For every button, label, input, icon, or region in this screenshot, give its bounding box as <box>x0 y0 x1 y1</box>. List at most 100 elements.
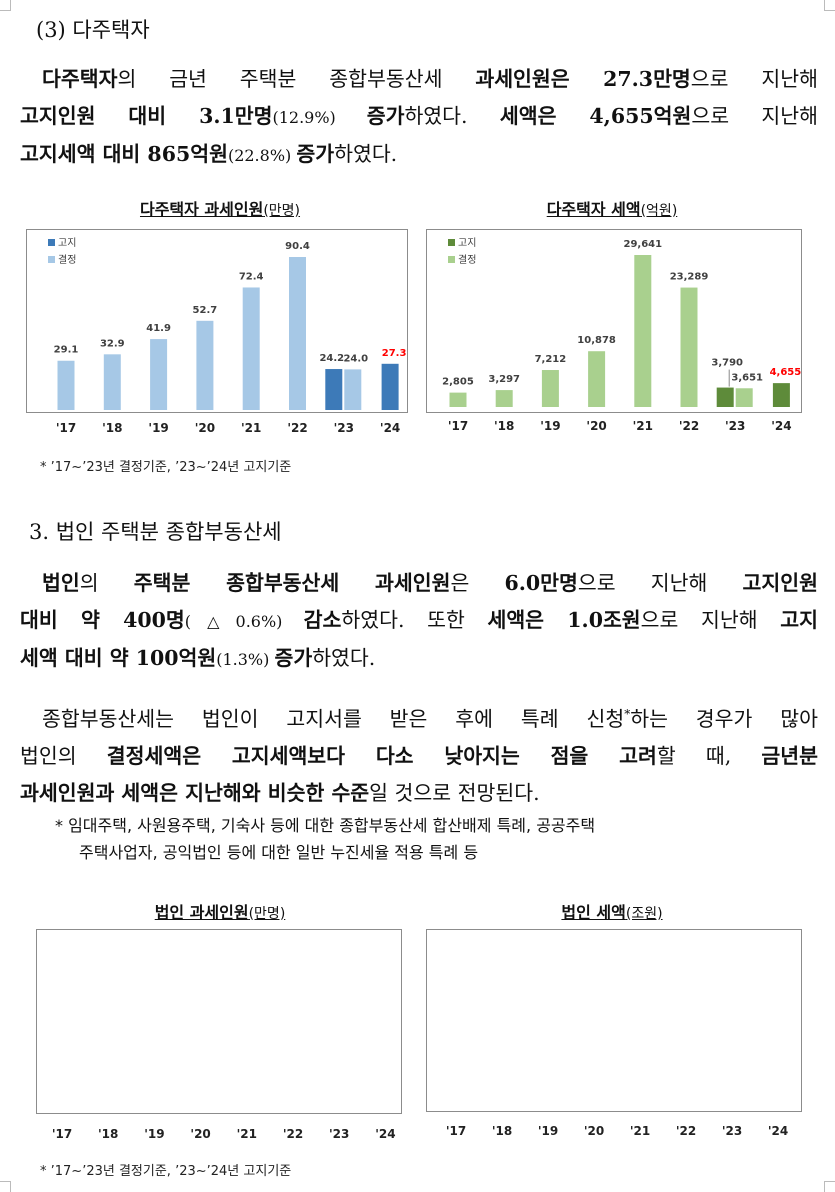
x-tick-label: '17 <box>56 421 76 435</box>
x-tick-label: '19 <box>144 1127 164 1141</box>
legend-label: 결정 <box>58 254 76 266</box>
paragraph: 종합부동산세는 법인이 고지서를 받은 후에 특례 신청*하는 경우가 많아 법… <box>20 696 818 812</box>
legend-label: 고지 <box>458 237 476 249</box>
x-tick-label: '21 <box>241 421 261 435</box>
legend-swatch-decided <box>448 256 455 263</box>
chart-frame <box>426 229 802 413</box>
text-run: 증가 <box>274 646 313 670</box>
x-tick-label: '20 <box>195 421 215 435</box>
text-run: (1.3%) <box>216 650 275 669</box>
paragraph: 법인의 주택분 종합부동산세 과세인원은 6.0만명으로 지난해 고지인원 대비… <box>20 565 818 678</box>
bar <box>242 287 260 410</box>
bar <box>772 383 790 407</box>
data-label: 29.1 <box>54 345 79 356</box>
text-run: 6.0만명 <box>504 571 578 595</box>
x-tick-label: '17 <box>448 419 468 433</box>
corner-mark <box>0 1181 11 1192</box>
text-run: * <box>624 707 631 721</box>
section-heading: 3. 법인 주택분 종합부동산세 <box>29 520 282 544</box>
bar <box>57 360 75 410</box>
x-tick-label: '20 <box>586 419 606 433</box>
paragraph-line: 과세인원과 세액은 지난해와 비슷한 수준일 것으로 전망된다. <box>20 775 818 812</box>
text-run: 의 <box>79 571 134 595</box>
x-tick-label: '24 <box>375 1127 395 1141</box>
text-run: 증가 <box>366 104 405 128</box>
text-run: 으로 지난해 <box>577 571 743 595</box>
text-run: 감소 <box>303 608 342 632</box>
bar <box>541 370 559 407</box>
bar <box>196 320 214 410</box>
x-tick-label: '19 <box>148 421 168 435</box>
data-label: 3,297 <box>488 374 520 385</box>
x-tick-label: '23 <box>334 421 354 435</box>
text-run: 하였다. <box>404 104 500 128</box>
chart-unit: (조원) <box>625 906 663 922</box>
text-run: 고지인원 <box>742 571 818 595</box>
chart-title-text: 다주택자 과세인원 <box>139 200 264 219</box>
data-label: 24.0 <box>343 353 368 364</box>
data-label: 29,641 <box>624 239 663 250</box>
text-run: 고지 <box>780 608 818 632</box>
bar <box>680 287 698 407</box>
paragraph-line: 법인의 주택분 종합부동산세 과세인원은 6.0만명으로 지난해 고지인원 <box>20 565 818 602</box>
paragraph-line: 고지세액 대비 865억원(22.8%) 증가하였다. <box>20 136 818 174</box>
paragraph: 다주택자의 금년 주택분 종합부동산세 과세인원은 27.3만명으로 지난해 고… <box>20 61 818 174</box>
data-label: 72.4 <box>239 271 264 282</box>
x-tick-label: '22 <box>676 1124 696 1138</box>
text-run: 다주택자 <box>42 67 118 91</box>
text-run: 결정세액은 고지세액보다 다소 낮아지는 점을 고려 <box>106 743 657 768</box>
x-tick-label: '21 <box>237 1127 257 1141</box>
text-run: (12.9%) <box>272 108 367 127</box>
data-label: 3,651 <box>731 372 763 383</box>
text-run: 대비 약 400명 <box>20 608 185 632</box>
footnote: * 임대주택, 사원용주택, 기숙사 등에 대한 종합부동산세 합산배제 특례,… <box>55 812 820 866</box>
text-run: 세액은 4,655억원 <box>499 104 692 128</box>
x-tick-label: '18 <box>102 421 122 435</box>
text-run: 고지세액 대비 865억원 <box>20 142 228 166</box>
text-run: 과세인원은 27.3만명 <box>475 67 691 91</box>
paragraph-line: 법인의 결정세액은 고지세액보다 다소 낮아지는 점을 고려할 때, 금년분 <box>20 738 818 775</box>
data-label: 32.9 <box>100 338 125 349</box>
legend-swatch-decided <box>48 256 55 263</box>
x-tick-label: '17 <box>52 1127 72 1141</box>
data-label: 24.2 <box>319 353 344 364</box>
footnote-line: 주택사업자, 공익법인 등에 대한 일반 누진세율 적용 특례 등 <box>79 843 479 862</box>
chart-frame <box>426 929 802 1112</box>
paragraph-line: 고지인원 대비 3.1만명(12.9%) 증가하였다. 세액은 4,655억원으… <box>20 98 818 136</box>
chart-title-text: 법인 세액 <box>561 903 626 922</box>
chart-title-text: 다주택자 세액 <box>546 200 641 219</box>
chart-title: 다주택자 세액(억원) <box>462 196 762 220</box>
data-label: 4,655 <box>770 367 802 378</box>
bar <box>634 255 652 407</box>
chart-frame <box>36 929 402 1114</box>
text-run: (△0.6%) <box>184 612 304 631</box>
x-tick-label: '22 <box>287 421 307 435</box>
paragraph-line: 세액 대비 약 100억원(1.3%) 증가하였다. <box>20 640 818 678</box>
text-run: 금년분 <box>761 743 818 768</box>
text-run: 하였다. <box>312 646 376 670</box>
x-tick-label: '20 <box>190 1127 210 1141</box>
bar <box>150 339 168 410</box>
x-tick-label: '23 <box>722 1124 742 1138</box>
bar <box>344 369 362 410</box>
paragraph-line: 종합부동산세는 법인이 고지서를 받은 후에 특례 신청*하는 경우가 많아 <box>20 696 818 738</box>
text-run: 과세인원과 세액은 지난해와 비슷한 수준 <box>20 780 370 805</box>
text-run: 일 것으로 전망된다. <box>369 780 540 805</box>
data-label: 23,289 <box>670 272 709 283</box>
x-tick-label: '24 <box>380 421 400 435</box>
text-run: 하는 경우가 많아 <box>630 706 818 731</box>
text-run: 고지인원 대비 3.1만명 <box>20 104 273 128</box>
data-label: 7,212 <box>535 354 567 365</box>
bar <box>381 363 399 410</box>
text-run: 법인의 <box>20 743 107 768</box>
x-tick-label: '24 <box>771 419 791 433</box>
text-run: 은 <box>450 571 505 595</box>
chart-title: 다주택자 과세인원(만명) <box>60 196 380 220</box>
x-tick-label: '21 <box>630 1124 650 1138</box>
x-tick-label: '18 <box>494 419 514 433</box>
chart-note: * ’17~’23년 결정기준, ’23~’24년 고지기준 <box>40 460 292 475</box>
data-label: 41.9 <box>146 323 171 334</box>
chart-unit: (억원) <box>640 203 678 219</box>
bar <box>449 392 467 407</box>
chart-title-text: 법인 과세인원 <box>154 903 249 922</box>
